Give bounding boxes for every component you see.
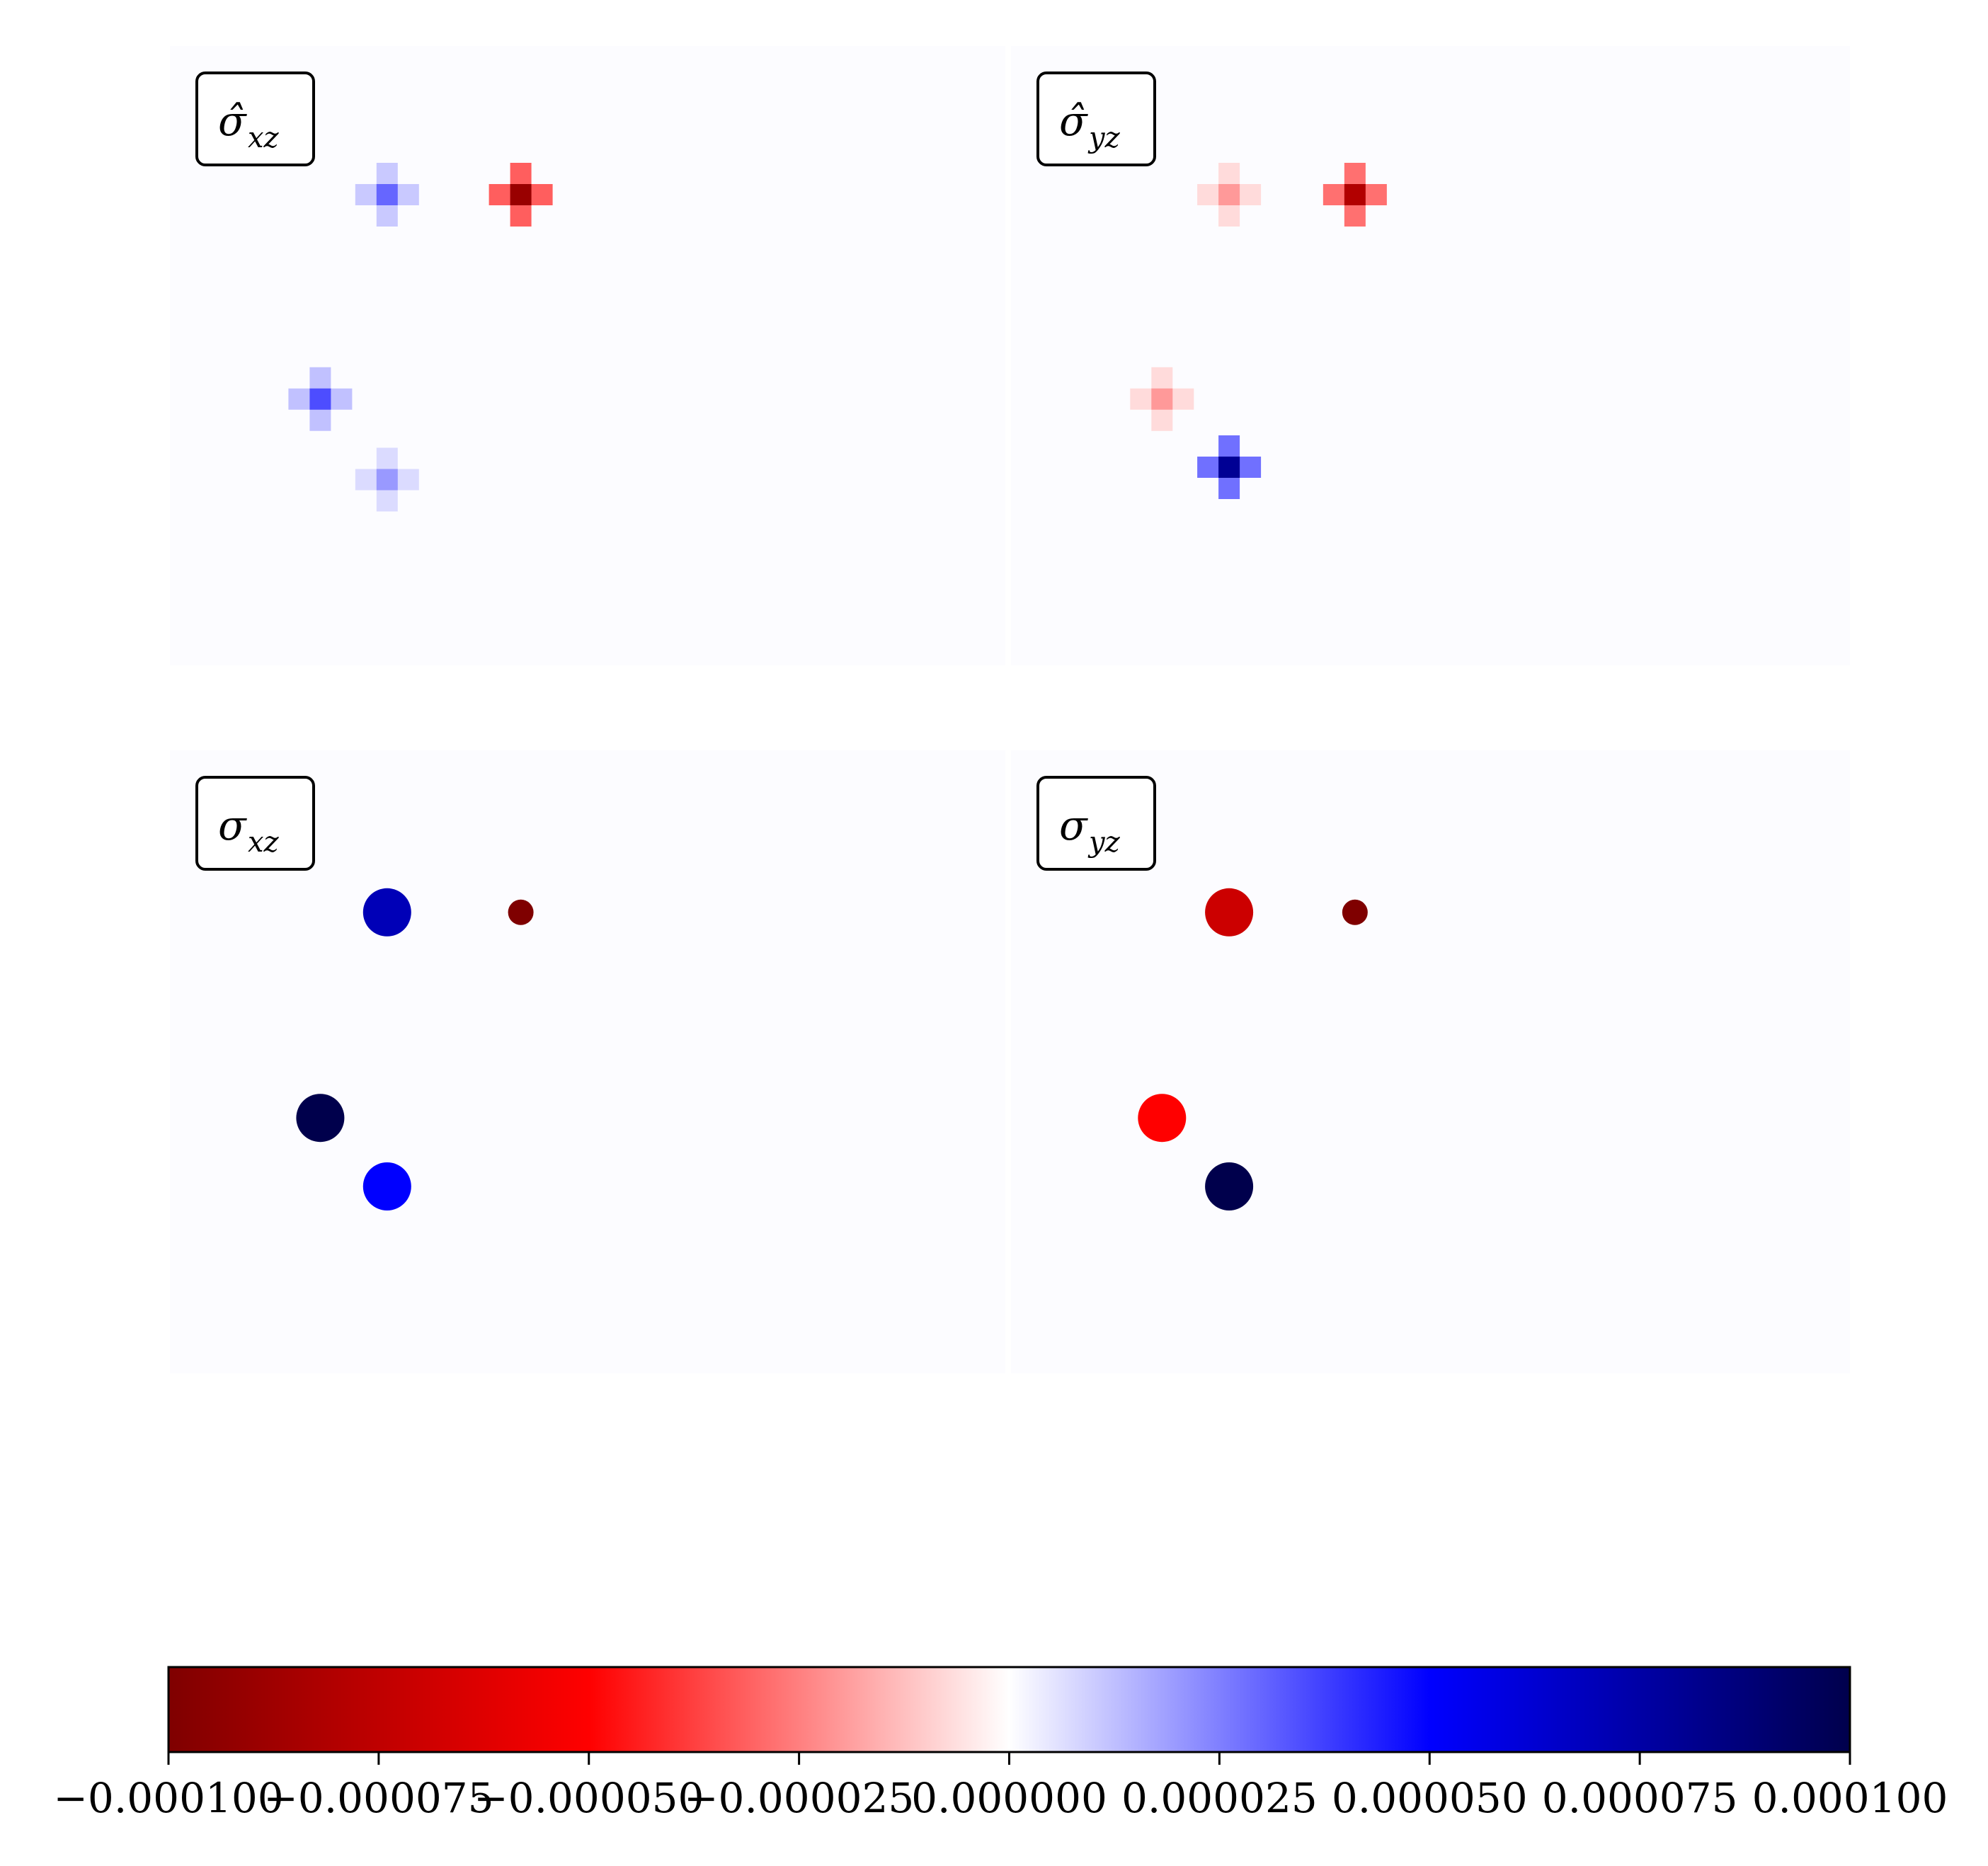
panel-label-sigma-yz: σ yz <box>1036 776 1156 871</box>
heatmap-pixel <box>1218 457 1240 478</box>
label-subscript: xz <box>248 826 280 859</box>
heatmap-feature-1 <box>355 163 419 227</box>
heatmap-feature-1 <box>1205 888 1254 937</box>
heatmap-disk <box>1205 1162 1254 1210</box>
colorbar: −0.000100−0.000075−0.000050−0.0000250.00… <box>53 1666 1948 1822</box>
heatmap-feature-4 <box>362 1162 411 1210</box>
heatmap-feature-4 <box>1205 1162 1254 1210</box>
panel-label-sigma-hat-yz: σ̂ yz <box>1036 71 1156 166</box>
panel-label-sigma-xz: σ xz <box>195 776 315 871</box>
panels-layer: σ̂ xz σ̂ yzσ xz σ yz <box>170 46 1850 1373</box>
heatmap-feature-2 <box>508 899 534 925</box>
colorbar-tick-label: −0.000050 <box>474 1774 704 1822</box>
heatmap-feature-3 <box>296 1094 345 1143</box>
heatmap-pixel <box>1344 184 1366 205</box>
heatmap-feature-3 <box>288 367 353 431</box>
heatmap-feature-1 <box>1197 163 1262 227</box>
label-symbol: σ̂ <box>218 97 247 145</box>
heatmap-feature-4 <box>355 447 419 512</box>
panel-sigma-hat-yz: σ̂ yz <box>1011 46 1850 665</box>
label-subscript: xz <box>248 122 280 154</box>
panel-label-sigma-hat-xz: σ̂ xz <box>195 71 315 166</box>
label-box <box>1036 71 1156 166</box>
colorbar-ticks: −0.000100−0.000075−0.000050−0.0000250.00… <box>53 1752 1948 1822</box>
colorbar-tick-label: −0.000100 <box>53 1774 283 1822</box>
heatmap-feature-4 <box>1197 435 1262 499</box>
heatmap-feature-3 <box>1138 1094 1187 1143</box>
colorbar-tick-label: −0.000075 <box>263 1774 493 1822</box>
heatmap-feature-3 <box>1130 367 1194 431</box>
heatmap-feature-1 <box>362 888 411 937</box>
label-box <box>195 776 315 871</box>
heatmap-disk <box>508 899 534 925</box>
heatmap-pixel <box>376 469 398 491</box>
heatmap-feature-2 <box>1342 899 1368 925</box>
panel-sigma-yz: σ yz <box>1011 750 1850 1373</box>
colorbar-tick-label: 0.000075 <box>1542 1774 1738 1822</box>
heatmap-pixel <box>1218 184 1240 205</box>
colorbar-gradient <box>167 1666 1851 1753</box>
label-symbol: σ <box>1059 801 1088 849</box>
label-box <box>1036 776 1156 871</box>
colorbar-tick-label: −0.000025 <box>684 1774 914 1822</box>
label-symbol: σ <box>218 801 247 849</box>
label-box <box>195 71 315 166</box>
panel-sigma-hat-xz: σ̂ xz <box>170 46 1005 665</box>
colorbar-tick-label: 0.000100 <box>1752 1774 1948 1822</box>
heatmap-disk <box>296 1094 345 1143</box>
heatmap-pixel <box>376 184 398 205</box>
colorbar-tick-label: 0.000025 <box>1121 1774 1318 1822</box>
heatmap-pixel <box>309 388 331 410</box>
heatmap-disk <box>1342 899 1368 925</box>
colorbar-tick-label: 0.000000 <box>911 1774 1107 1822</box>
label-subscript: yz <box>1087 826 1121 859</box>
heatmap-disk <box>362 888 411 937</box>
heatmap-feature-2 <box>1323 163 1387 227</box>
label-symbol: σ̂ <box>1059 97 1088 145</box>
heatmap-disk <box>362 1162 411 1210</box>
heatmap-pixel <box>510 184 532 205</box>
colorbar-tick-label: 0.000050 <box>1332 1774 1528 1822</box>
heatmap-feature-2 <box>489 163 553 227</box>
heatmap-disk <box>1205 888 1254 937</box>
heatmap-pixel <box>1151 388 1173 410</box>
label-subscript: yz <box>1087 122 1121 154</box>
panel-sigma-xz: σ xz <box>170 750 1005 1373</box>
heatmap-disk <box>1138 1094 1187 1143</box>
